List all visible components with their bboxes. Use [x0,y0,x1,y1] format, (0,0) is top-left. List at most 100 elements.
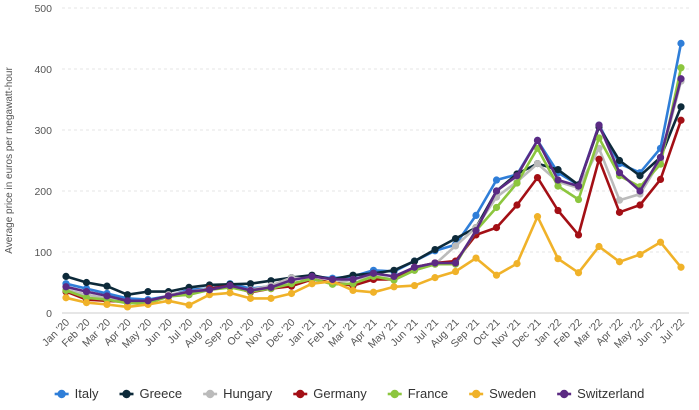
data-point[interactable] [595,242,603,251]
data-point[interactable] [451,242,460,250]
data-point[interactable] [677,116,685,124]
data-point[interactable] [472,254,480,262]
data-point[interactable] [431,245,439,254]
data-point[interactable] [103,300,111,309]
data-point[interactable] [677,103,685,111]
data-point[interactable] [103,282,111,290]
data-point[interactable] [390,272,398,280]
data-point[interactable] [451,234,460,243]
data-point[interactable] [656,175,665,184]
data-point[interactable] [226,289,234,297]
data-point[interactable] [513,179,521,187]
data-point[interactable] [677,39,685,47]
data-point[interactable] [451,259,460,267]
legend-item-switzerland[interactable]: Switzerland [557,386,644,401]
data-point[interactable] [554,255,562,263]
data-point[interactable] [246,280,255,288]
data-point[interactable] [533,213,542,221]
data-point[interactable] [492,176,501,184]
data-point[interactable] [246,286,255,295]
data-point[interactable] [574,195,583,204]
data-point[interactable] [246,294,255,302]
data-point[interactable] [308,272,316,280]
data-point[interactable] [554,166,562,174]
data-point[interactable] [615,169,624,177]
data-point[interactable] [82,278,91,287]
legend-item-germany[interactable]: Germany [293,386,367,401]
data-point[interactable] [533,136,542,144]
data-point[interactable] [123,297,132,305]
data-point[interactable] [82,299,91,307]
data-point[interactable] [554,182,562,190]
data-point[interactable] [431,274,439,282]
data-point[interactable] [267,283,275,291]
data-point[interactable] [349,275,357,284]
data-point[interactable] [615,196,624,204]
data-point[interactable] [554,206,562,215]
data-point[interactable] [472,227,480,235]
data-point[interactable] [615,258,624,266]
data-point[interactable] [103,292,111,300]
data-point[interactable] [595,121,603,129]
legend-item-hungary[interactable]: Hungary [203,386,273,401]
data-point[interactable] [287,276,296,284]
data-point[interactable] [513,201,521,209]
data-point[interactable] [677,263,685,271]
data-point[interactable] [123,303,132,311]
data-point[interactable] [185,301,193,309]
data-point[interactable] [554,176,562,184]
data-point[interactable] [595,155,603,163]
legend-item-italy[interactable]: Italy [54,386,99,401]
data-point[interactable] [410,257,419,265]
data-point[interactable] [574,269,583,277]
data-point[interactable] [615,156,624,165]
data-point[interactable] [205,286,214,294]
data-point[interactable] [574,231,583,239]
data-point[interactable] [144,288,152,296]
data-point[interactable] [62,272,70,280]
data-point[interactable] [492,203,501,212]
data-point[interactable] [123,291,132,299]
data-point[interactable] [677,64,685,72]
data-point[interactable] [390,283,398,291]
legend-item-greece[interactable]: Greece [119,386,182,401]
data-point[interactable] [656,153,665,162]
data-point[interactable] [62,283,70,291]
data-point[interactable] [369,269,378,277]
data-point[interactable] [492,224,501,232]
data-point[interactable] [287,289,296,298]
data-point[interactable] [451,267,460,276]
data-point[interactable] [410,281,419,290]
data-point[interactable] [144,297,152,305]
data-point[interactable] [369,288,378,296]
data-point[interactable] [636,187,644,195]
legend-item-sweden[interactable]: Sweden [469,386,536,401]
data-point[interactable] [267,294,275,302]
data-point[interactable] [636,201,644,209]
data-point[interactable] [410,263,419,271]
data-point[interactable] [82,288,91,296]
data-point[interactable] [636,172,644,180]
data-point[interactable] [492,271,501,279]
data-point[interactable] [533,159,542,168]
data-point[interactable] [574,182,583,190]
data-point[interactable] [185,288,193,296]
data-point[interactable] [513,259,521,268]
data-point[interactable] [533,173,542,182]
data-point[interactable] [595,134,603,142]
data-point[interactable] [431,259,439,267]
data-point[interactable] [513,172,521,180]
data-point[interactable] [62,294,70,302]
data-point[interactable] [636,250,644,259]
data-point[interactable] [472,211,480,219]
data-point[interactable] [677,75,685,83]
legend-item-france[interactable]: France [387,386,448,401]
data-point[interactable] [656,238,665,246]
data-point[interactable] [349,286,357,295]
data-point[interactable] [308,280,316,288]
data-point[interactable] [164,292,173,300]
data-point[interactable] [226,281,234,290]
data-point[interactable] [390,266,398,274]
data-point[interactable] [615,208,624,216]
data-point[interactable] [328,275,337,284]
